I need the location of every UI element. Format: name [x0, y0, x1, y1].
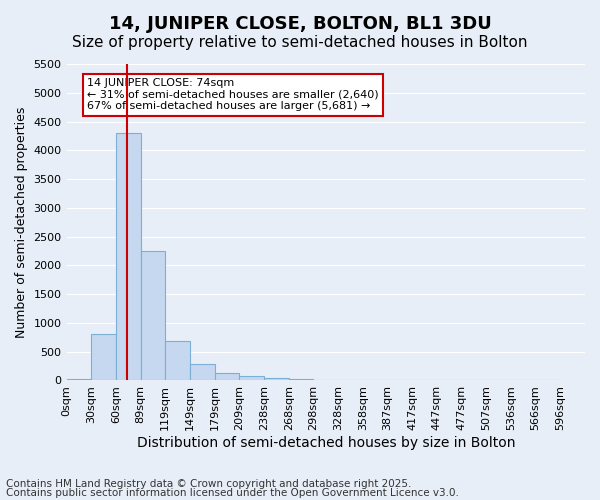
Text: 14, JUNIPER CLOSE, BOLTON, BL1 3DU: 14, JUNIPER CLOSE, BOLTON, BL1 3DU	[109, 15, 491, 33]
Bar	[140, 251, 165, 380]
Bar	[215, 373, 239, 380]
X-axis label: Distribution of semi-detached houses by size in Bolton: Distribution of semi-detached houses by …	[137, 436, 515, 450]
Text: 14 JUNIPER CLOSE: 74sqm
← 31% of semi-detached houses are smaller (2,640)
67% of: 14 JUNIPER CLOSE: 74sqm ← 31% of semi-de…	[87, 78, 379, 112]
Text: Contains public sector information licensed under the Open Government Licence v3: Contains public sector information licen…	[6, 488, 459, 498]
Bar	[67, 378, 91, 380]
Text: Contains HM Land Registry data © Crown copyright and database right 2025.: Contains HM Land Registry data © Crown c…	[6, 479, 412, 489]
Text: Size of property relative to semi-detached houses in Bolton: Size of property relative to semi-detach…	[72, 35, 528, 50]
Bar	[264, 378, 289, 380]
Bar	[91, 334, 116, 380]
Bar	[165, 342, 190, 380]
Y-axis label: Number of semi-detached properties: Number of semi-detached properties	[15, 106, 28, 338]
Bar	[116, 133, 140, 380]
Bar	[239, 376, 264, 380]
Bar	[190, 364, 215, 380]
